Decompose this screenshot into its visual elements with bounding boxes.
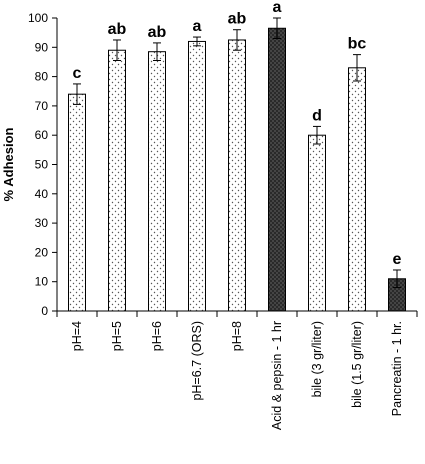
y-tick-label: 90 bbox=[35, 40, 49, 54]
significance-label: a bbox=[193, 18, 202, 35]
bar bbox=[268, 27, 286, 312]
y-tick-label: 0 bbox=[41, 304, 48, 318]
significance-label: bc bbox=[348, 36, 367, 53]
significance-label: ab bbox=[148, 24, 167, 41]
y-tick-label: 60 bbox=[35, 128, 49, 142]
y-tick-label: 20 bbox=[35, 245, 49, 259]
y-tick-label: 40 bbox=[35, 187, 49, 201]
y-tick-label: 50 bbox=[35, 158, 49, 172]
bar bbox=[308, 134, 326, 312]
significance-label: ab bbox=[108, 21, 127, 38]
x-tick-label: Pancreatin - 1 hr. bbox=[390, 321, 404, 416]
x-tick-label: bile (3 gr/liter) bbox=[310, 321, 324, 397]
x-tick-label: pH=6.7 (ORS) bbox=[190, 321, 204, 401]
significance-label: ab bbox=[228, 11, 247, 28]
y-tick-label: 100 bbox=[28, 11, 48, 25]
bar bbox=[228, 39, 246, 312]
significance-label: c bbox=[73, 65, 82, 82]
x-tick-label: bile (1.5 gr/liter) bbox=[350, 321, 364, 408]
significance-label: d bbox=[312, 107, 322, 124]
bar bbox=[68, 93, 86, 312]
y-tick-label: 70 bbox=[35, 99, 49, 113]
significance-label: a bbox=[273, 0, 282, 16]
x-tick-label: Acid & pepsin - 1 hr bbox=[270, 321, 284, 430]
x-tick-label: pH=5 bbox=[110, 321, 124, 351]
bar bbox=[148, 51, 166, 312]
bar bbox=[188, 40, 206, 312]
y-axis-title: % Adhesion bbox=[1, 127, 16, 201]
x-tick-label: pH=4 bbox=[70, 321, 84, 351]
bar bbox=[108, 49, 126, 312]
y-tick-label: 80 bbox=[35, 70, 49, 84]
significance-label: e bbox=[393, 251, 402, 268]
bar bbox=[348, 67, 366, 312]
x-tick-label: pH=6 bbox=[150, 321, 164, 351]
y-tick-label: 10 bbox=[35, 275, 49, 289]
y-tick-label: 30 bbox=[35, 216, 49, 230]
plot-area: 0 10 20 30 40 50 60 70 80 90 100 % Adhesion c pH=4 ab p… bbox=[1, 0, 418, 430]
x-tick-label: pH=8 bbox=[230, 321, 244, 351]
